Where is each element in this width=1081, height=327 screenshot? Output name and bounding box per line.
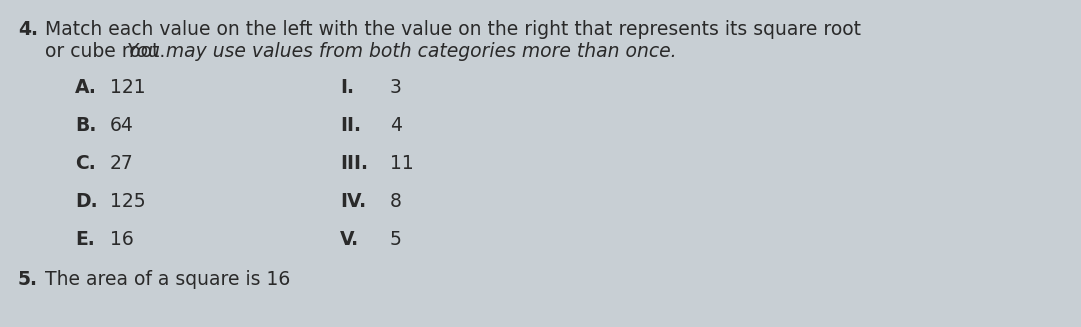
Text: IV.: IV. [341,192,366,211]
Text: or cube root.: or cube root. [45,42,171,61]
Text: E.: E. [75,230,95,249]
Text: You may use values from both categories more than once.: You may use values from both categories … [126,42,677,61]
Text: 8: 8 [390,192,402,211]
Text: D.: D. [75,192,97,211]
Text: C.: C. [75,154,96,173]
Text: 3: 3 [390,78,402,97]
Text: 125: 125 [110,192,146,211]
Text: Match each value on the left with the value on the right that represents its squ: Match each value on the left with the va… [45,20,860,39]
Text: 27: 27 [110,154,134,173]
Text: The area of a square is 16: The area of a square is 16 [45,270,291,289]
Text: 16: 16 [110,230,134,249]
Text: 121: 121 [110,78,146,97]
Text: 5.: 5. [18,270,38,289]
Text: A.: A. [75,78,97,97]
Text: II.: II. [341,116,361,135]
Text: 4: 4 [390,116,402,135]
Text: 64: 64 [110,116,134,135]
Text: III.: III. [341,154,368,173]
Text: 4.: 4. [18,20,38,39]
Text: 11: 11 [390,154,414,173]
Text: 5: 5 [390,230,402,249]
Text: B.: B. [75,116,96,135]
Text: V.: V. [341,230,359,249]
Text: I.: I. [341,78,353,97]
